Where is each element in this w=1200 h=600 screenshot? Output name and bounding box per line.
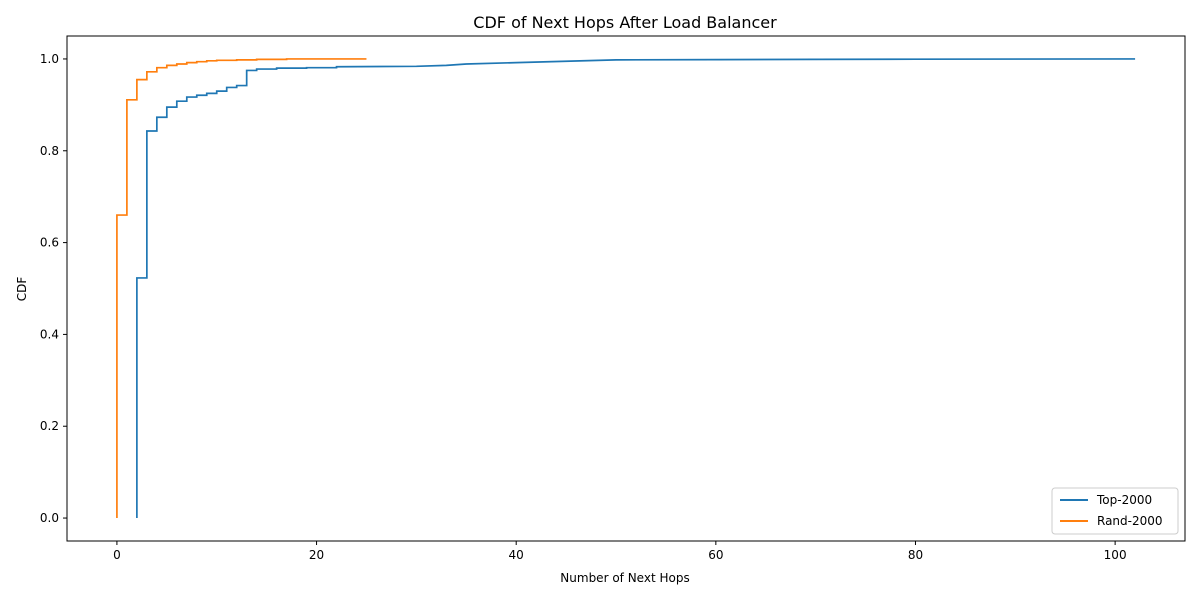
chart-title: CDF of Next Hops After Load Balancer (473, 13, 777, 32)
plot-frame (66, 35, 1186, 542)
x-axis-label: Number of Next Hops (560, 571, 689, 585)
y-tick-label: 0.8 (40, 144, 59, 158)
x-tick-label: 40 (509, 548, 524, 562)
x-tick-label: 0 (113, 548, 121, 562)
plot-lines (116, 58, 1136, 519)
legend-label-rand-2000: Rand-2000 (1097, 514, 1163, 528)
x-tick-label: 60 (708, 548, 723, 562)
series-line-top-2000 (136, 58, 1136, 519)
y-tick-label: 0.6 (40, 236, 59, 250)
y-tick-label: 0.0 (40, 511, 59, 525)
y-tick-label: 0.4 (40, 327, 59, 341)
series-line-rand-2000 (116, 58, 367, 519)
y-tick-label: 0.2 (40, 419, 59, 433)
y-axis-ticks: 0.0 0.2 0.4 0.6 0.8 1.0 (40, 52, 67, 525)
x-tick-label: 100 (1104, 548, 1127, 562)
x-axis-ticks: 0 20 40 60 80 100 (113, 541, 1127, 562)
y-axis-label: CDF (15, 277, 29, 302)
y-tick-label: 1.0 (40, 52, 59, 66)
x-tick-label: 80 (908, 548, 923, 562)
x-tick-label: 20 (309, 548, 324, 562)
legend-label-top-2000: Top-2000 (1096, 493, 1152, 507)
legend: Top-2000 Rand-2000 (1051, 487, 1179, 535)
